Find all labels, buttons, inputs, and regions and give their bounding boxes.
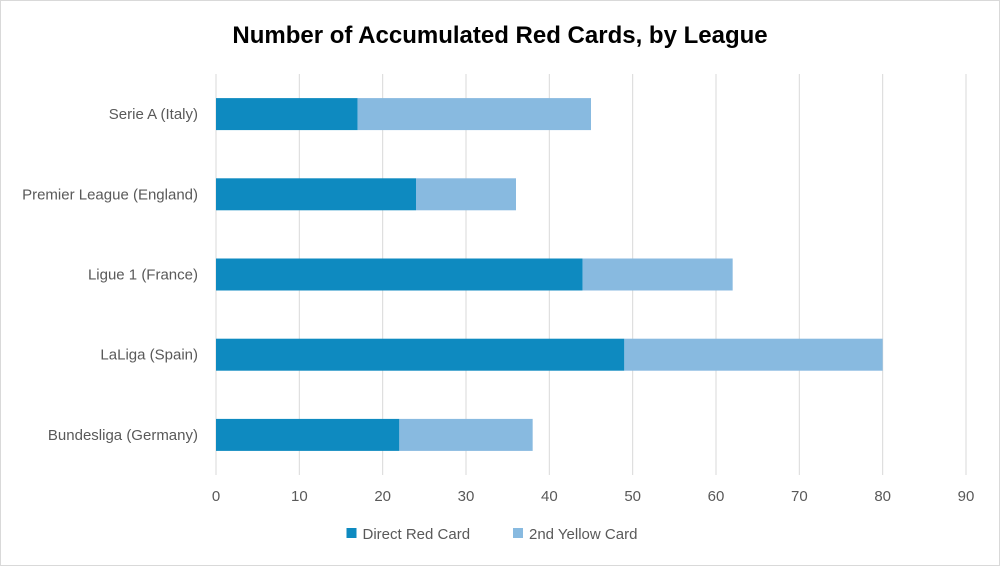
x-tick-label: 10	[291, 488, 308, 505]
x-tick-label: 40	[541, 488, 558, 505]
bar-direct-red	[216, 98, 358, 131]
category-label: Bundesliga (Germany)	[48, 427, 198, 444]
bar-second-yellow	[624, 338, 883, 371]
bar-direct-red	[216, 338, 625, 371]
x-tick-label: 20	[374, 488, 391, 505]
x-tick-label: 60	[708, 488, 725, 505]
x-tick-label: 80	[874, 488, 891, 505]
x-tick-labels: 0 10 20 30 40 50 60 70 80 90	[212, 488, 975, 505]
x-tick-label: 90	[958, 488, 975, 505]
legend: Direct Red Card 2nd Yellow Card	[346, 526, 637, 543]
bar-second-yellow	[399, 418, 533, 451]
x-tick-label: 70	[791, 488, 808, 505]
bar-second-yellow	[357, 98, 591, 131]
legend-label: 2nd Yellow Card	[529, 526, 637, 543]
category-label: LaLiga (Spain)	[100, 347, 198, 364]
bar-second-yellow	[582, 258, 733, 291]
legend-label: Direct Red Card	[363, 526, 471, 543]
bars-layer	[216, 98, 883, 451]
chart-title: Number of Accumulated Red Cards, by Leag…	[232, 22, 767, 49]
x-tick-label: 0	[212, 488, 220, 505]
bar-direct-red	[216, 178, 416, 211]
bar-direct-red	[216, 418, 400, 451]
legend-swatch	[346, 528, 357, 538]
bar-second-yellow	[416, 178, 516, 211]
legend-swatch	[513, 528, 523, 538]
x-tick-label: 50	[624, 488, 641, 505]
category-label: Premier League (England)	[22, 186, 198, 203]
category-labels: Serie A (Italy) Premier League (England) L…	[22, 106, 198, 444]
bar-direct-red	[216, 258, 583, 291]
x-tick-label: 30	[458, 488, 475, 505]
category-label: Serie A (Italy)	[109, 106, 198, 123]
category-label: Ligue 1 (France)	[88, 267, 198, 284]
